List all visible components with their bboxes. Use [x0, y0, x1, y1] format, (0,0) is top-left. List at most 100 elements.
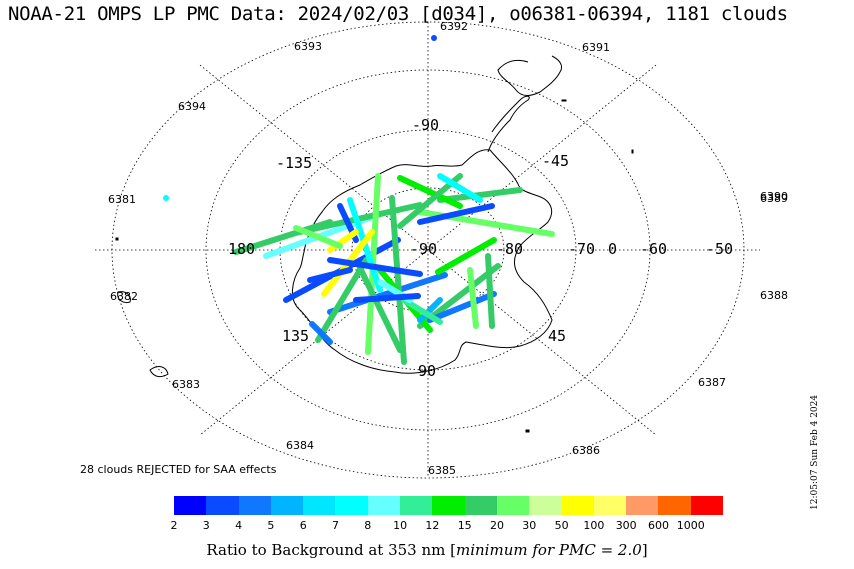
colorbar-tick: 50 — [554, 519, 569, 532]
colorbar-tick: 100 — [583, 519, 605, 532]
geo-labels: -90 -135 -45 180 0 135 45 90 -90 -80 -70… — [228, 116, 733, 380]
colorbar-tick: 12 — [425, 519, 440, 532]
colorbar-swatch — [206, 496, 239, 515]
meridian-label: 90 — [418, 362, 436, 380]
meridian-label: -135 — [276, 154, 312, 172]
colorbar-swatch — [690, 496, 724, 515]
pmc-point — [163, 195, 169, 201]
meridian-label: 135 — [282, 327, 309, 345]
pmc-track — [417, 297, 443, 323]
orbit-label: 6381 — [108, 193, 136, 206]
orbit-label: 6387 — [698, 376, 726, 389]
antarctica-coastline — [292, 149, 553, 374]
pmc-track — [397, 175, 463, 209]
latitude-label: -70 — [568, 240, 595, 258]
pmc-track — [307, 267, 353, 283]
orbit-label: 6391 — [582, 41, 610, 54]
colorbar-title-prefix: Ratio to Background at 353 nm [ — [206, 541, 456, 559]
pmc-track — [467, 267, 479, 329]
orbit-label: 6394 — [178, 100, 206, 113]
pmc-track — [315, 257, 369, 343]
meridian-label: 180 — [228, 240, 255, 258]
orbit-label: 6382 — [110, 290, 138, 303]
colorbar-swatch — [529, 496, 562, 515]
south-america — [497, 55, 563, 96]
colorbar-swatch — [626, 496, 659, 515]
pmc-track — [401, 297, 443, 325]
colorbar-title-italic: minimum for PMC = 2.0 — [456, 541, 642, 559]
orbit-label: 6393 — [294, 40, 322, 53]
colorbar-tick: 8 — [364, 519, 372, 532]
small-islands — [115, 99, 634, 433]
colorbar-swatch — [367, 496, 401, 515]
colorbar — [174, 496, 724, 515]
colorbar-swatch — [496, 496, 530, 515]
meridian-grid — [95, 22, 760, 478]
pmc-tracks — [163, 35, 555, 365]
colorbar-tick: 6 — [299, 519, 307, 532]
colorbar-swatch — [561, 496, 594, 515]
colorbar-swatch — [335, 496, 368, 515]
pmc-track — [417, 203, 495, 225]
latitude-label: -90 — [410, 240, 437, 258]
pmc-track — [427, 291, 497, 323]
orbit-label: 6385 — [428, 464, 456, 477]
pmc-track — [357, 265, 403, 353]
meridian-label: -90 — [412, 116, 439, 134]
colorbar-swatch — [238, 496, 271, 515]
pmc-track — [297, 202, 423, 235]
colorbar-tick: 30 — [522, 519, 537, 532]
colorbar-title-suffix: ] — [641, 541, 648, 559]
new-zealand — [117, 291, 169, 378]
chart-title: NOAA-21 OMPS LP PMC Data: 2024/02/03 [d0… — [8, 3, 788, 25]
colorbar-swatch — [400, 496, 433, 515]
colorbar-swatch — [270, 496, 304, 515]
colorbar-tick: 5 — [267, 519, 275, 532]
orbit-label: 6383 — [172, 378, 200, 391]
pmc-track — [327, 272, 448, 315]
colorbar-swatch — [658, 496, 691, 515]
meridian-label: 45 — [548, 327, 566, 345]
pmc-track — [327, 229, 359, 253]
colorbar-tick: 10 — [393, 519, 408, 532]
pmc-point — [431, 35, 437, 41]
pmc-track — [327, 257, 423, 277]
colorbar-swatch — [174, 496, 207, 515]
colorbar-tick: 20 — [490, 519, 504, 532]
colorbar-tick: 1000 — [676, 519, 705, 532]
colorbar-tick-labels: 2 3 4 5 6 7 8 10 12 15 20 30 50 100 300 600 1000 — [0, 519, 854, 535]
colorbar-tick: 7 — [332, 519, 339, 532]
pmc-track — [435, 237, 497, 275]
orbit-label: 6384 — [286, 439, 314, 452]
colorbar-tick: 600 — [648, 519, 669, 532]
colorbar-tick: 3 — [202, 519, 210, 532]
orbit-label: 6386 — [572, 444, 600, 457]
orbit-label: 6392 — [440, 20, 468, 33]
colorbar-swatch — [593, 496, 627, 515]
colorbar-tick: 2 — [170, 519, 178, 532]
colorbar-swatch — [464, 496, 497, 515]
colorbar-swatch — [303, 496, 336, 515]
pmc-track — [389, 195, 407, 365]
colorbar-tick: 15 — [457, 519, 472, 532]
saa-rejection-note: 28 clouds REJECTED for SAA effects — [80, 463, 277, 476]
meridian-label: 0 — [608, 240, 617, 258]
antarctic-peninsula — [487, 95, 530, 153]
orbit-labels: 6393 6392 6391 6394 6390 6381 6389 6382 … — [108, 20, 788, 477]
latitude-label: -60 — [640, 240, 667, 258]
pmc-track — [485, 253, 495, 329]
orbit-label: 6389 — [760, 192, 788, 205]
latitude-label: -50 — [706, 240, 733, 258]
orbit-label: 6388 — [760, 289, 788, 302]
colorbar-tick: 4 — [235, 519, 243, 532]
meridian-label: -45 — [542, 152, 569, 170]
colorbar-tick: 300 — [615, 519, 637, 532]
colorbar-swatch — [432, 496, 465, 515]
pmc-track — [293, 225, 343, 249]
colorbar-title: Ratio to Background at 353 nm [minimum f… — [0, 541, 854, 559]
latitude-label: -80 — [496, 240, 523, 258]
pmc-track — [437, 173, 483, 203]
pmc-track — [437, 187, 523, 203]
orbit-label: 6390 — [760, 190, 788, 203]
